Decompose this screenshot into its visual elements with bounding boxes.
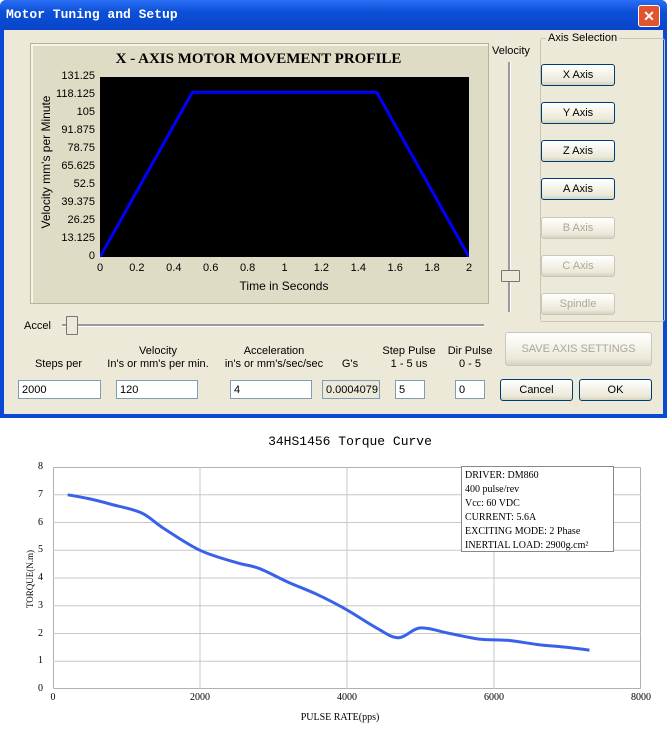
c-axis-button[interactable]: C Axis [541, 255, 615, 277]
torque-x-tick: 0 [50, 692, 56, 703]
spindle-button[interactable]: Spindle [541, 293, 615, 315]
profile-x-tick: 1.4 [350, 262, 366, 274]
dir-pulse-label: Dir Pulse [447, 345, 493, 357]
accel-slider-thumb[interactable] [66, 316, 78, 335]
torque-x-tick: 2000 [190, 692, 210, 703]
torque-y-tick: 4 [38, 572, 43, 583]
step-pulse-label: Step Pulse [382, 345, 436, 357]
torque-chart-title: 34HS1456 Torque Curve [268, 434, 432, 449]
dir-pulse-field[interactable]: 0 [455, 380, 485, 399]
torque-x-tick: 8000 [631, 692, 651, 703]
torque-y-tick: 1 [38, 655, 43, 667]
torque-x-tick: 6000 [484, 692, 504, 703]
step-pulse-range-label: 1 - 5 us [390, 358, 428, 370]
velocity-slider-thumb[interactable] [501, 270, 520, 282]
velocity-label: Velocity [139, 345, 177, 357]
velocity-slider-track[interactable] [508, 62, 511, 312]
legend-line: 400 pulse/rev [465, 484, 520, 495]
torque-y-tick: 6 [38, 516, 43, 528]
save-axis-settings-button[interactable]: SAVE AXIS SETTINGS [505, 332, 652, 366]
b-axis-button[interactable]: B Axis [541, 217, 615, 239]
velocity-profile-line [100, 90, 469, 257]
profile-y-tick: 118.125 [56, 88, 95, 100]
gs-label: G's [341, 358, 359, 370]
legend-line: DRIVER: DM860 [465, 470, 539, 481]
velocity-field[interactable]: 120 [116, 380, 198, 399]
profile-y-tick: 26.25 [67, 214, 95, 226]
ok-button[interactable]: OK [579, 379, 652, 401]
axis-selection-label: Axis Selection [546, 32, 620, 44]
profile-y-tick: 39.375 [61, 196, 95, 208]
profile-y-tick: 65.625 [61, 160, 95, 172]
profile-x-tick: 1.8 [424, 262, 440, 274]
torque-chart-ylabel: TORQUE(N.m) [25, 549, 35, 609]
profile-x-tick: 0.8 [239, 262, 256, 274]
dir-pulse-range-label: 0 - 5 [458, 358, 481, 370]
torque-legend: DRIVER: DM860 400 pulse/rev Vcc: 60 VDC … [461, 466, 614, 552]
profile-y-tick: 105 [76, 106, 95, 118]
accel-slider-track[interactable] [62, 324, 484, 327]
torque-x-tick: 4000 [337, 692, 357, 703]
torque-curve-line [67, 493, 590, 652]
profile-x-tick: 1 [281, 262, 288, 274]
torque-y-tick: 2 [38, 627, 43, 639]
plot-background [100, 77, 469, 257]
torque-y-tick: 8 [38, 461, 43, 472]
accel-slider-label: Accel [24, 320, 51, 332]
close-icon: ✕ [643, 8, 655, 24]
steps-per-label: Steps per [34, 358, 83, 370]
step-pulse-field[interactable]: 5 [395, 380, 425, 399]
legend-line: INERTIAL LOAD: 2900g.cm² [465, 540, 589, 551]
window-title: Motor Tuning and Setup [6, 7, 178, 22]
velocity-units-label: In's or mm's per min. [107, 358, 209, 370]
profile-x-tick: 0.2 [129, 262, 145, 274]
torque-y-tick: 0 [38, 683, 43, 694]
torque-y-tick: 3 [38, 599, 43, 611]
torque-y-tick: 5 [38, 544, 43, 556]
acceleration-label: Acceleration [243, 345, 305, 357]
legend-line: Vcc: 60 VDC [465, 498, 520, 509]
profile-y-tick: 52.5 [73, 178, 95, 190]
profile-x-tick: 0 [96, 262, 104, 274]
profile-y-tick: 131.25 [61, 70, 95, 82]
profile-y-tick: 78.75 [67, 142, 95, 154]
profile-plot-area [100, 77, 469, 257]
acceleration-field[interactable]: 4 [230, 380, 312, 399]
gs-field: 0.0004079 [322, 380, 380, 399]
profile-y-tick: 0 [88, 250, 95, 262]
profile-x-tick: 2 [465, 262, 473, 274]
legend-line: EXCITING MODE: 2 Phase [465, 526, 581, 537]
x-axis-button[interactable]: X Axis [541, 64, 615, 86]
acceleration-units-label: in's or mm's/sec/sec [224, 358, 324, 370]
profile-y-tick: 13.125 [61, 232, 95, 244]
steps-per-field[interactable]: 2000 [18, 380, 101, 399]
profile-x-tick: 1.6 [387, 262, 403, 274]
torque-chart-xlabel: PULSE RATE(pps) [300, 712, 380, 723]
torque-y-tick: 7 [38, 488, 43, 500]
profile-plot-title: X - AXIS MOTOR MOVEMENT PROFILE [115, 51, 402, 67]
a-axis-button[interactable]: A Axis [541, 178, 615, 200]
y-axis-button[interactable]: Y Axis [541, 102, 615, 124]
legend-line: CURRENT: 5.6A [465, 512, 537, 523]
profile-plot-ylabel: Velocity mm's per Minute [39, 95, 53, 229]
profile-x-tick: 1.2 [313, 262, 330, 274]
profile-x-tick: 0.6 [203, 262, 219, 274]
title-bar[interactable] [0, 0, 667, 30]
profile-y-tick: 91.875 [61, 124, 95, 136]
velocity-slider-label: Velocity [492, 45, 530, 57]
close-button[interactable]: ✕ [638, 5, 660, 27]
profile-plot-xlabel: Time in Seconds [239, 279, 329, 293]
profile-x-tick: 0.4 [166, 262, 182, 274]
cancel-button[interactable]: Cancel [500, 379, 573, 401]
z-axis-button[interactable]: Z Axis [541, 140, 615, 162]
